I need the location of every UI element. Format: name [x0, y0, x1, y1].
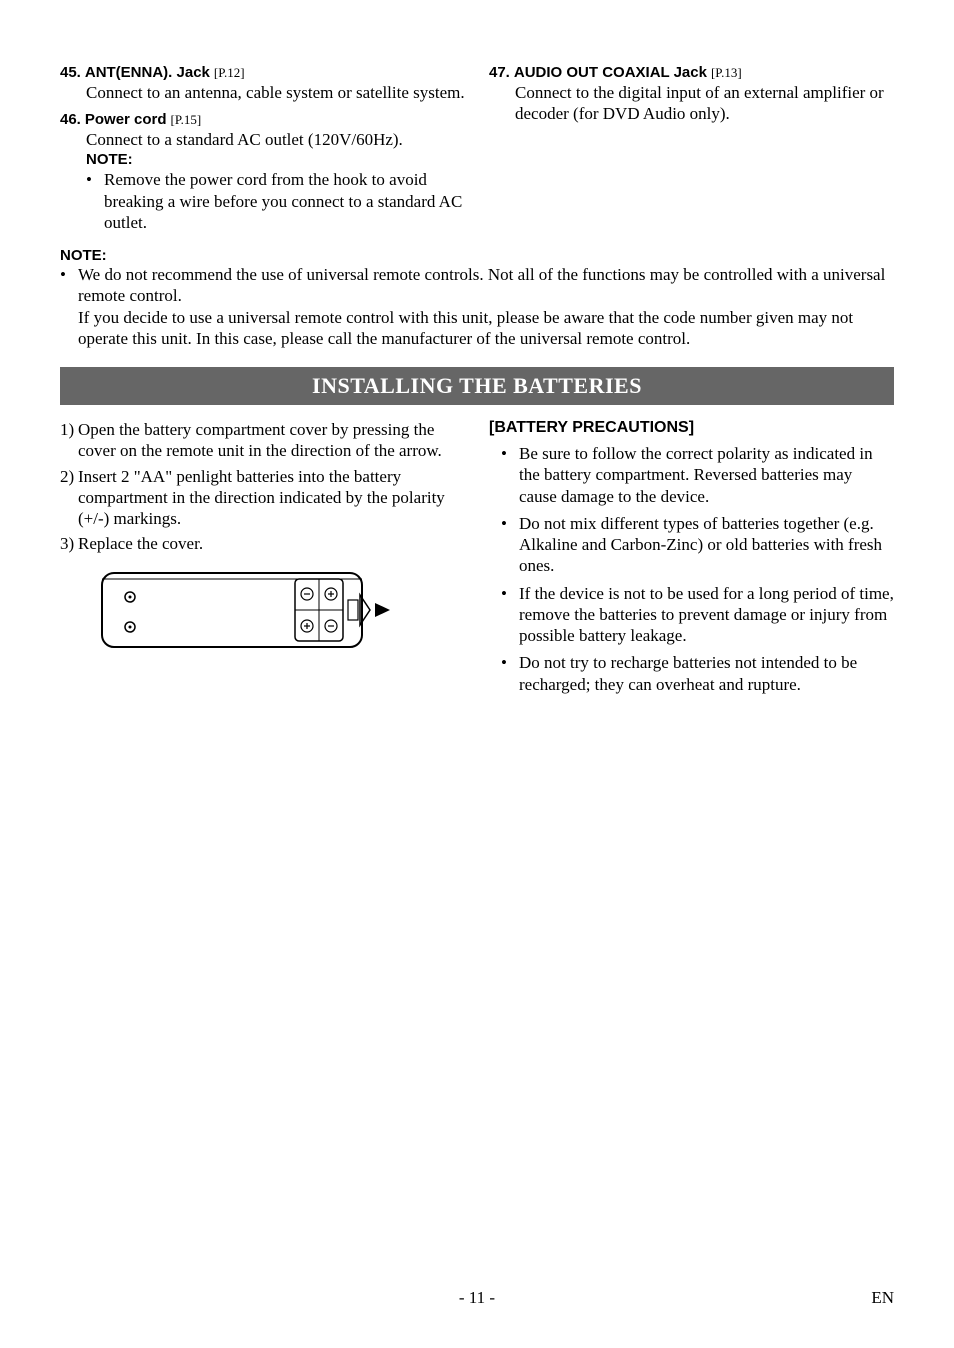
bullet-dot: • [86, 169, 96, 233]
step-number: 2) [60, 466, 78, 530]
note-label: NOTE: [60, 247, 894, 264]
page-ref: [P.15] [171, 112, 202, 127]
step-text: Insert 2 "AA" penlight batteries into th… [78, 466, 465, 530]
page-number: - 11 - [459, 1288, 495, 1308]
item-body: Connect to a standard AC outlet (120V/60… [86, 129, 465, 233]
precaution-item: • If the device is not to be used for a … [501, 583, 894, 647]
item-number: 45. [60, 64, 81, 81]
note-label: NOTE: [86, 151, 465, 170]
install-steps-column: 1) Open the battery compartment cover by… [60, 419, 465, 701]
bullet-dot: • [501, 513, 511, 577]
step-text: Open the battery compartment cover by pr… [78, 419, 465, 462]
page-lang: EN [871, 1288, 894, 1308]
item-46: 46. Power cord [P.15] Connect to a stand… [60, 111, 465, 233]
item-47: 47. AUDIO OUT COAXIAL Jack [P.13] Connec… [489, 64, 894, 125]
main-note-continuation: If you decide to use a universal remote … [78, 307, 894, 350]
item-number: 46. [60, 111, 81, 128]
item-body: Connect to an antenna, cable system or s… [86, 82, 465, 103]
precaution-item: • Be sure to follow the correct polarity… [501, 443, 894, 507]
install-step: 3) Replace the cover. [60, 533, 465, 554]
precaution-text: Be sure to follow the correct polarity a… [519, 443, 894, 507]
remote-battery-diagram [100, 565, 465, 660]
item-body: Connect to the digital input of an exter… [515, 82, 894, 125]
right-column: 47. AUDIO OUT COAXIAL Jack [P.13] Connec… [489, 64, 894, 241]
step-text: Replace the cover. [78, 533, 203, 554]
page-ref: [P.12] [214, 65, 245, 80]
precaution-text: Do not mix different types of batteries … [519, 513, 894, 577]
precautions-column: [BATTERY PRECAUTIONS] • Be sure to follo… [489, 419, 894, 701]
install-columns: 1) Open the battery compartment cover by… [60, 419, 894, 701]
bullet-text: We do not recommend the use of universal… [78, 264, 894, 307]
precaution-item: • Do not mix different types of batterie… [501, 513, 894, 577]
install-step: 1) Open the battery compartment cover by… [60, 419, 465, 462]
bullet-text: Remove the power cord from the hook to a… [104, 169, 465, 233]
precaution-text: If the device is not to be used for a lo… [519, 583, 894, 647]
item-46-header: 46. Power cord [P.15] [60, 111, 465, 129]
item-46-note-bullet: • Remove the power cord from the hook to… [86, 169, 465, 233]
item-45: 45. ANT(ENNA). Jack [P.12] Connect to an… [60, 64, 465, 103]
item-title: Power cord [85, 111, 167, 128]
bullet-dot: • [501, 443, 511, 507]
bullet-dot: • [501, 652, 511, 695]
precautions-title: [BATTERY PRECAUTIONS] [489, 419, 894, 437]
item-45-header: 45. ANT(ENNA). Jack [P.12] [60, 64, 465, 82]
item-46-body-text: Connect to a standard AC outlet (120V/60… [86, 130, 403, 149]
bullet-dot: • [60, 264, 70, 307]
left-column: 45. ANT(ENNA). Jack [P.12] Connect to an… [60, 64, 465, 241]
item-47-header: 47. AUDIO OUT COAXIAL Jack [P.13] [489, 64, 894, 82]
top-columns: 45. ANT(ENNA). Jack [P.12] Connect to an… [60, 64, 894, 241]
step-number: 3) [60, 533, 78, 554]
bullet-dot: • [501, 583, 511, 647]
page-ref: [P.13] [711, 65, 742, 80]
item-number: 47. [489, 64, 510, 81]
page-footer: - 11 - [0, 1288, 954, 1308]
precaution-item: • Do not try to recharge batteries not i… [501, 652, 894, 695]
main-note-block: NOTE: • We do not recommend the use of u… [60, 247, 894, 349]
precaution-text: Do not try to recharge batteries not int… [519, 652, 894, 695]
main-note-bullet: • We do not recommend the use of univers… [60, 264, 894, 307]
item-title: AUDIO OUT COAXIAL Jack [514, 64, 707, 81]
section-banner: INSTALLING THE BATTERIES [60, 367, 894, 405]
item-title: ANT(ENNA). Jack [85, 64, 210, 81]
step-number: 1) [60, 419, 78, 462]
install-step: 2) Insert 2 "AA" penlight batteries into… [60, 466, 465, 530]
